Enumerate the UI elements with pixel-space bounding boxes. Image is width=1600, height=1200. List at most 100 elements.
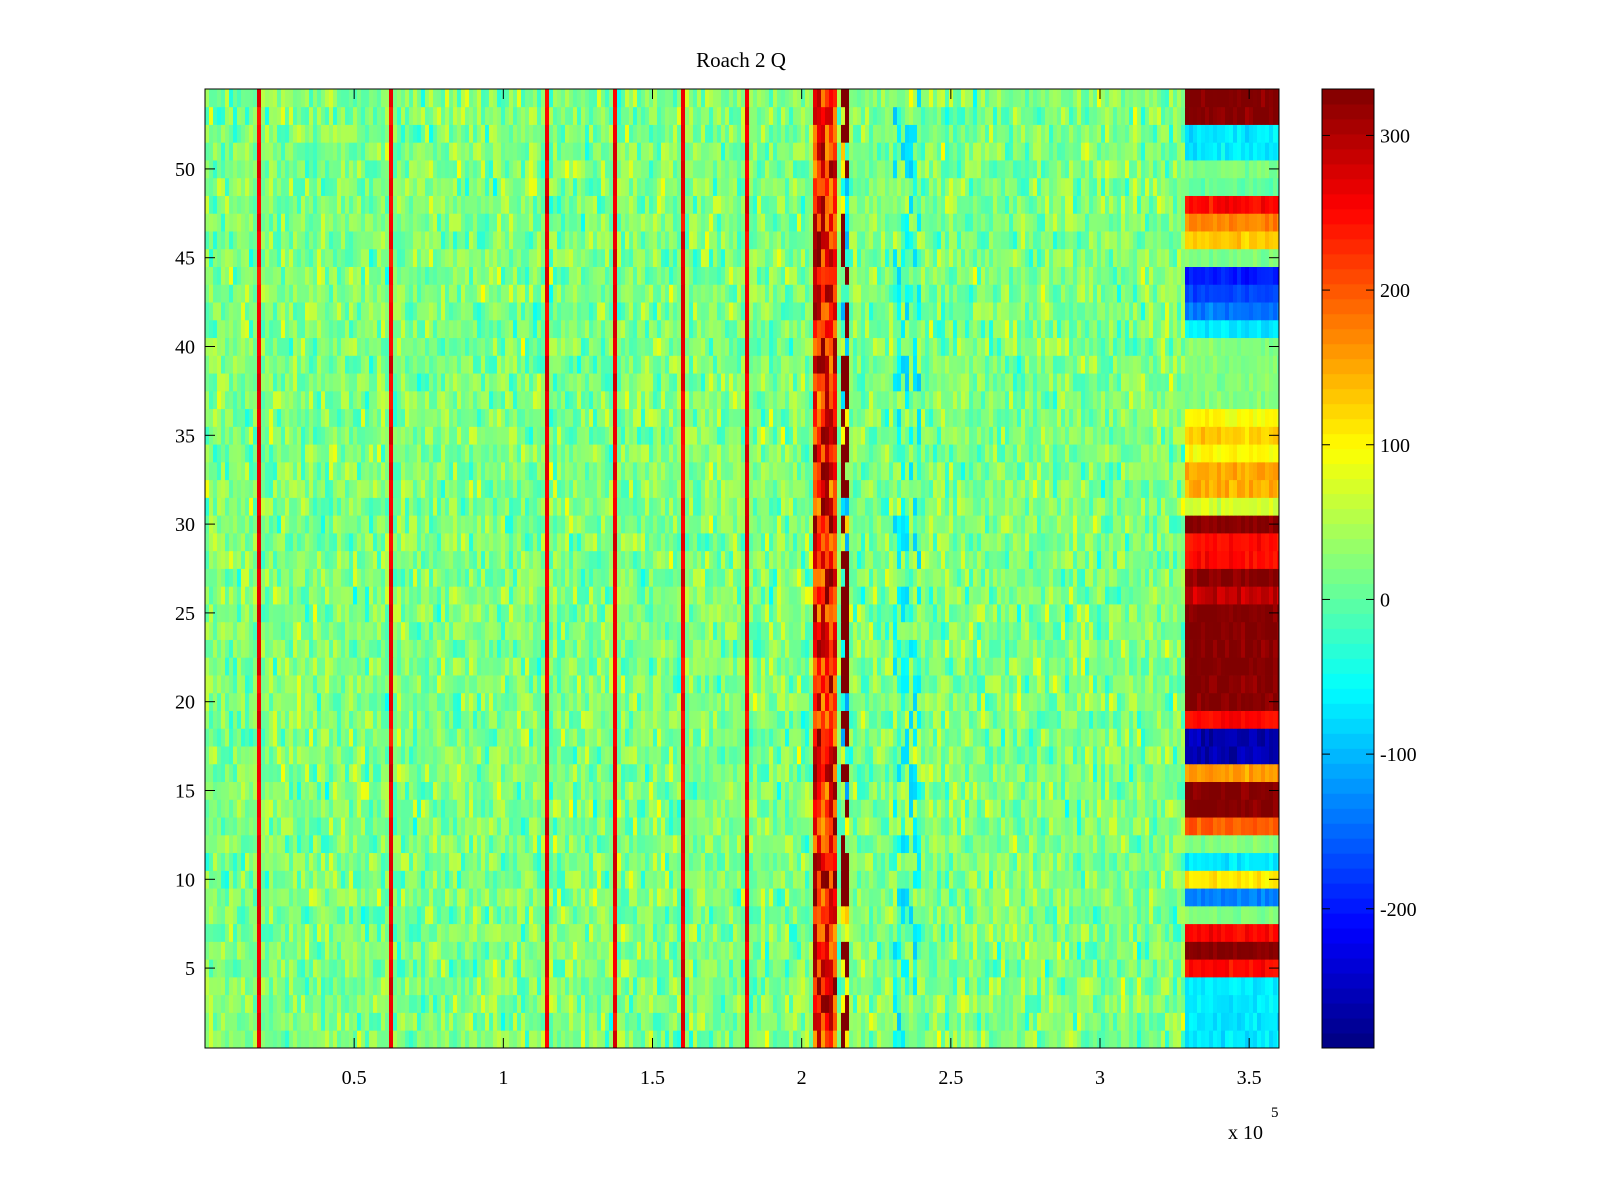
heatmap-cell <box>797 781 802 800</box>
heatmap-cell <box>1125 852 1130 871</box>
heatmap-cell <box>697 941 702 960</box>
heatmap-cell <box>281 763 286 783</box>
heatmap-cell <box>465 976 470 996</box>
heatmap-cell <box>961 941 966 960</box>
heatmap-cell <box>705 959 710 978</box>
heatmap-cell <box>705 710 710 729</box>
heatmap-cell <box>557 905 562 925</box>
heatmap-cell <box>1157 781 1162 800</box>
heatmap-cell <box>237 1030 242 1049</box>
heatmap-cell <box>981 763 986 783</box>
heatmap-cell <box>1181 994 1186 1013</box>
heatmap-cell <box>893 888 898 907</box>
heatmap-cell <box>849 799 854 818</box>
heatmap-cell <box>989 834 994 854</box>
heatmap-cell <box>669 710 674 729</box>
heatmap-cell <box>897 994 902 1013</box>
heatmap-cell <box>901 994 906 1013</box>
heatmap-cell <box>1157 888 1162 907</box>
heatmap-cell <box>1017 763 1022 783</box>
heatmap-cell <box>705 852 710 871</box>
heatmap-cell <box>949 834 954 854</box>
heatmap-cell <box>305 852 310 871</box>
heatmap-cell <box>589 746 594 765</box>
heatmap-cell <box>897 781 902 800</box>
heatmap-cell <box>849 746 854 765</box>
heatmap-cell <box>897 1030 902 1049</box>
heatmap-cell <box>1217 728 1222 747</box>
heatmap-cell <box>677 728 682 747</box>
heatmap-cell <box>737 781 742 800</box>
heatmap-cell <box>1193 852 1198 871</box>
heatmap-cell <box>1173 888 1178 907</box>
heatmap-cell <box>885 1012 890 1031</box>
heatmap-cell <box>969 763 974 783</box>
heatmap-cell <box>801 976 806 996</box>
heatmap-cell <box>265 959 270 978</box>
heatmap-cell <box>269 888 274 907</box>
heatmap-cell <box>357 870 362 889</box>
heatmap-cell <box>641 959 646 978</box>
heatmap-cell <box>1173 799 1178 818</box>
heatmap-cell <box>313 746 318 765</box>
heatmap-cell <box>689 852 694 871</box>
heatmap-cell <box>1157 763 1162 783</box>
heatmap-cell <box>373 976 378 996</box>
heatmap-cell <box>661 994 666 1013</box>
heatmap-cell <box>325 870 330 889</box>
heatmap-cell <box>629 746 634 765</box>
heatmap-cell <box>1077 817 1082 836</box>
heatmap-cell <box>333 728 338 747</box>
heatmap-cell <box>1097 1030 1102 1049</box>
heatmap-cell <box>265 852 270 871</box>
heatmap-cell <box>697 888 702 907</box>
heatmap-cell <box>1173 994 1178 1013</box>
heatmap-cell <box>993 763 998 783</box>
heatmap-cell <box>465 852 470 871</box>
heatmap-cell <box>1277 834 1280 854</box>
heatmap-cell <box>541 728 546 747</box>
heatmap-cell <box>461 1030 466 1049</box>
heatmap-cell <box>877 870 882 889</box>
heatmap-cell <box>245 888 250 907</box>
heatmap-cell <box>809 781 814 800</box>
heatmap-cell <box>909 728 914 747</box>
heatmap-cell <box>289 728 294 747</box>
heatmap-cell <box>705 1012 710 1031</box>
heatmap-cell <box>1257 941 1262 960</box>
heatmap-cell <box>425 817 430 836</box>
heatmap-cell <box>465 746 470 765</box>
heatmap-cell <box>905 817 910 836</box>
heatmap-cell <box>729 959 734 978</box>
heatmap-cell <box>573 852 578 871</box>
heatmap-cell <box>425 976 430 996</box>
heatmap-cell <box>697 710 702 729</box>
heatmap-cell <box>301 959 306 978</box>
heatmap-cell <box>581 728 586 747</box>
heatmap-cell <box>1109 852 1114 871</box>
heatmap-cell <box>473 763 478 783</box>
heatmap-cell <box>913 746 918 765</box>
heatmap-cell <box>313 941 318 960</box>
heatmap-cell <box>621 959 626 978</box>
heatmap-cell <box>349 923 354 942</box>
heatmap-cell <box>1049 994 1054 1013</box>
heatmap-cell <box>557 746 562 765</box>
heatmap-cell <box>953 852 958 871</box>
heatmap-cell <box>293 763 298 783</box>
heatmap-cell <box>797 888 802 907</box>
heatmap-cell <box>1205 905 1210 925</box>
heatmap-cell <box>873 781 878 800</box>
heatmap-cell <box>469 905 474 925</box>
heatmap-cell <box>1073 870 1078 889</box>
heatmap-cell <box>457 728 462 747</box>
heatmap-cell <box>1217 781 1222 800</box>
heatmap-cell <box>837 941 842 960</box>
heatmap-cell <box>225 994 230 1013</box>
heatmap-cell <box>1037 852 1042 871</box>
heatmap-cell <box>413 728 418 747</box>
heatmap-cell <box>453 728 458 747</box>
heatmap-cell <box>449 763 454 783</box>
heatmap-cell <box>929 763 934 783</box>
heatmap-cell <box>529 817 534 836</box>
